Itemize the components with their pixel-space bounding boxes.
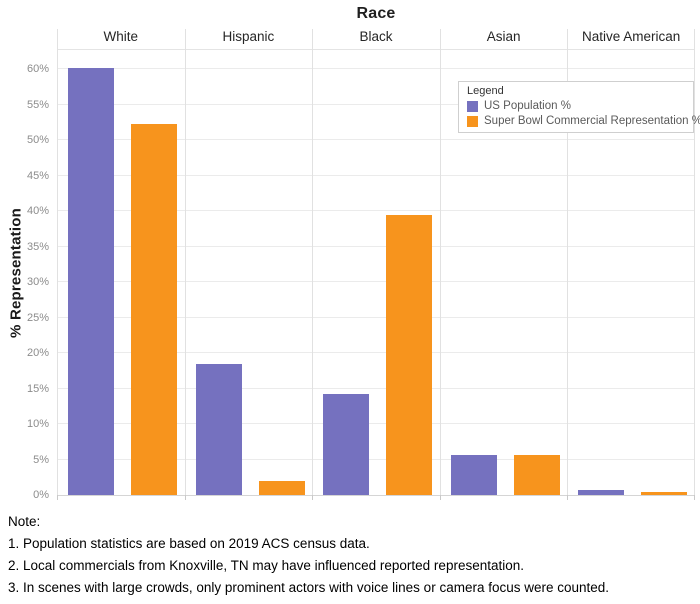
y-tick-label: 55%: [26, 98, 49, 111]
plot-area: 0% 5% 10% 15% 20% 25% 30% 35% 40% 45% 50% 55% 60%: [27, 29, 695, 501]
legend-item-us-population[interactable]: US Population %: [467, 100, 685, 112]
bar-super-bowl-commercial-representation-white[interactable]: [131, 124, 177, 495]
x-axis-tick: [694, 495, 695, 500]
y-tick-label: 50%: [26, 134, 49, 146]
gridline: [57, 245, 695, 247]
chart-title: Race: [356, 5, 396, 22]
legend-box: Legend US Population % Super Bowl Commerc…: [458, 81, 700, 133]
notes-block: Note: 1. Population statistics are based…: [8, 511, 696, 599]
category-label-native-american: Native American: [582, 29, 681, 44]
bar-us-population-hispanic[interactable]: [196, 364, 242, 495]
y-tick-label: 30%: [26, 276, 49, 288]
gridline: [57, 174, 695, 176]
y-tick-label: 10%: [26, 418, 49, 430]
y-tick-label: 45%: [26, 169, 49, 182]
panel-divider: [567, 29, 568, 495]
gridline: [57, 103, 695, 105]
y-tick-label: 35%: [26, 240, 49, 253]
note-line: 1. Population statistics are based on 20…: [8, 536, 370, 551]
panel-divider: [185, 29, 186, 495]
y-tick-label: 0%: [33, 489, 49, 501]
x-axis-tick: [567, 495, 568, 500]
note-heading: Note:: [8, 514, 41, 529]
note-line: 2. Local commercials from Knoxville, TN …: [8, 558, 524, 573]
bar-super-bowl-commercial-representation-native-american[interactable]: [641, 492, 687, 495]
gridline: [57, 139, 695, 140]
legend-swatch-icon: [467, 100, 478, 112]
category-label-hispanic: Hispanic: [222, 29, 275, 44]
panel-divider: [694, 29, 695, 495]
bar-us-population-asian[interactable]: [451, 455, 497, 495]
x-axis-tick: [185, 495, 186, 500]
legend-item-label: US Population %: [484, 100, 571, 112]
gridline: [57, 316, 695, 318]
category-label-white: White: [103, 29, 139, 44]
x-axis-tick: [57, 495, 58, 500]
gridline: [57, 423, 695, 424]
category-label-asian: Asian: [486, 29, 521, 44]
legend-item-super-bowl-commercial-representation[interactable]: Super Bowl Commercial Representation %: [467, 115, 700, 127]
y-tick-label: 20%: [26, 347, 49, 359]
gridline: [57, 281, 695, 282]
gridline: [57, 210, 695, 211]
gridline: [57, 387, 695, 389]
bar-us-population-black[interactable]: [323, 394, 369, 495]
gridline: [57, 352, 695, 353]
bar-super-bowl-commercial-representation-hispanic[interactable]: [259, 481, 305, 495]
legend-swatch-icon: [467, 115, 478, 127]
bar-super-bowl-commercial-representation-black[interactable]: [386, 215, 432, 495]
y-axis-title: % Representation: [7, 208, 25, 338]
gridline: [57, 458, 695, 460]
y-tick-label: 5%: [33, 453, 49, 466]
panel-divider: [440, 29, 441, 495]
category-label-black: Black: [359, 29, 393, 44]
gridline: [57, 68, 695, 69]
legend-title: Legend: [467, 85, 504, 97]
legend-item-label: Super Bowl Commercial Representation %: [484, 115, 700, 127]
panel-divider: [312, 29, 313, 495]
y-tick-label: 60%: [26, 63, 49, 75]
y-tick-label: 40%: [26, 205, 49, 217]
panel-divider: [57, 29, 58, 495]
x-axis-tick: [440, 495, 441, 500]
note-line: 3. In scenes with large crowds, only pro…: [8, 580, 610, 595]
category-header-row: White Hispanic Black Asian Native American: [57, 27, 695, 47]
bar-us-population-native-american[interactable]: [578, 490, 624, 495]
y-tick-label: 25%: [26, 311, 49, 324]
x-axis-tick: [312, 495, 313, 500]
y-tick-label: 15%: [26, 382, 49, 395]
bar-super-bowl-commercial-representation-asian[interactable]: [514, 455, 560, 495]
bar-us-population-white[interactable]: [68, 68, 114, 495]
